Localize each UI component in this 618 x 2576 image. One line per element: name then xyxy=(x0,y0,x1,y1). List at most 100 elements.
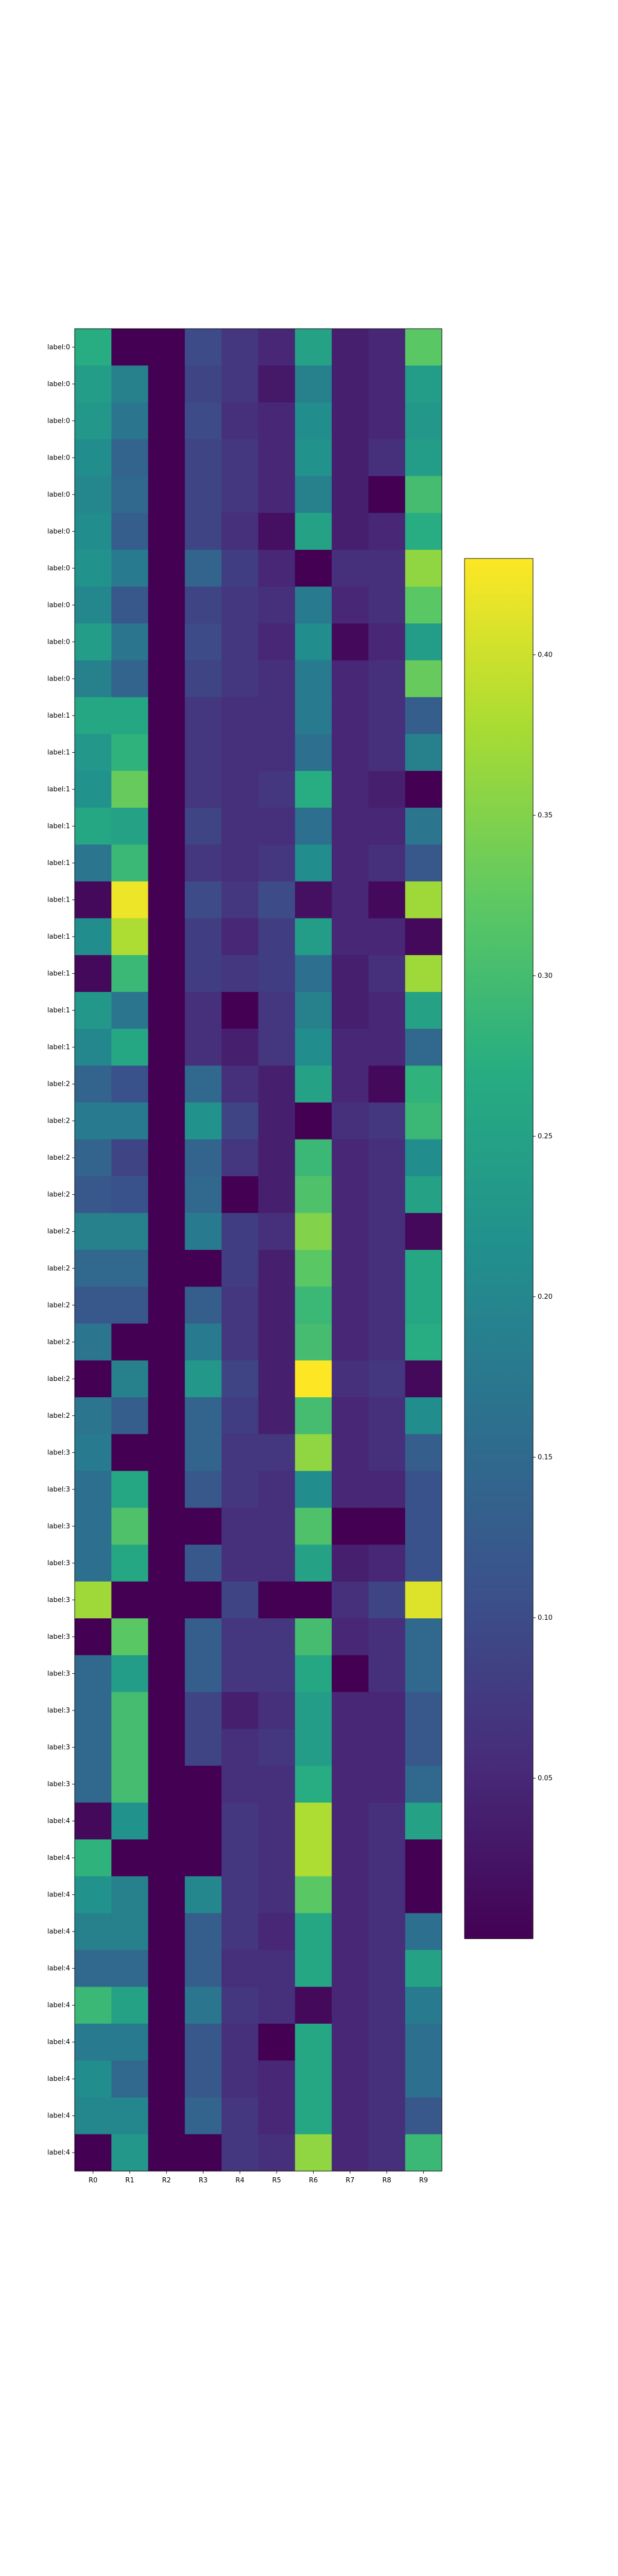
heatmap-cell xyxy=(258,1176,296,1214)
heatmap-cell xyxy=(148,1176,185,1214)
heatmap-cell xyxy=(405,2060,442,2098)
heatmap-cell xyxy=(148,1802,185,1840)
row-tick-label: label:4 xyxy=(47,1965,70,1973)
row-tick-label: label:4 xyxy=(47,2112,70,2120)
column-tick-label: R1 xyxy=(125,2177,134,2184)
heatmap-cell xyxy=(405,2097,442,2135)
heatmap-cell xyxy=(221,1324,259,1361)
heatmap-cell xyxy=(111,1434,149,1471)
heatmap-cell xyxy=(258,1397,296,1435)
heatmap-cell xyxy=(295,1545,332,1582)
heatmap-cell xyxy=(258,1324,296,1361)
heatmap-cell xyxy=(405,1766,442,1803)
heatmap-cell xyxy=(295,1839,332,1877)
heatmap-cell xyxy=(258,2134,296,2172)
heatmap-cell xyxy=(221,1987,259,2024)
row-tick-label: label:3 xyxy=(47,1560,70,1567)
heatmap-cell xyxy=(405,1065,442,1103)
heatmap-cell xyxy=(184,1545,222,1582)
heatmap-cell xyxy=(184,365,222,403)
heatmap-cell xyxy=(405,1987,442,2024)
heatmap-cell xyxy=(221,550,259,587)
heatmap-cell xyxy=(111,1176,149,1214)
row-tick-label: label:0 xyxy=(47,380,70,388)
heatmap-cell xyxy=(111,734,149,771)
heatmap-cell xyxy=(75,476,112,514)
heatmap-cell xyxy=(332,2060,369,2098)
heatmap-cell xyxy=(184,2023,222,2061)
heatmap-cell xyxy=(405,1802,442,1840)
heatmap-cell xyxy=(295,1102,332,1140)
heatmap-cell xyxy=(111,881,149,919)
colorbar-tick-label: 0.40 xyxy=(538,651,553,659)
heatmap-cell xyxy=(111,844,149,882)
heatmap-cell xyxy=(405,1324,442,1361)
row-tick-label: label:3 xyxy=(47,1781,70,1788)
heatmap-cell xyxy=(75,1766,112,1803)
heatmap-cell xyxy=(405,1728,442,1766)
heatmap-cell xyxy=(405,1655,442,1692)
heatmap-cell xyxy=(221,697,259,735)
heatmap-cell xyxy=(148,623,185,661)
heatmap-cell xyxy=(221,2023,259,2061)
heatmap-cell xyxy=(75,771,112,808)
heatmap-cell xyxy=(332,844,369,882)
colorbar-tick-label: 0.10 xyxy=(538,1614,553,1622)
heatmap-cell xyxy=(75,992,112,1029)
heatmap-cell xyxy=(184,2097,222,2135)
row-tick-label: label:1 xyxy=(47,1044,70,1052)
heatmap-cell xyxy=(184,807,222,845)
heatmap-cell xyxy=(368,1728,406,1766)
heatmap-cell xyxy=(111,1728,149,1766)
heatmap-cell xyxy=(332,1250,369,1287)
heatmap-cell xyxy=(332,1655,369,1692)
heatmap-cell xyxy=(368,734,406,771)
heatmap-cell xyxy=(258,1286,296,1324)
heatmap-cell xyxy=(258,586,296,624)
heatmap-cell xyxy=(221,1839,259,1877)
heatmap-cell xyxy=(111,1913,149,1951)
heatmap-cell xyxy=(332,1581,369,1619)
heatmap-cell xyxy=(148,1065,185,1103)
heatmap-cell xyxy=(258,1545,296,1582)
heatmap-cell xyxy=(295,1802,332,1840)
heatmap-cell xyxy=(221,1397,259,1435)
heatmap-cell xyxy=(75,1360,112,1398)
heatmap-cell xyxy=(148,1545,185,1582)
row-tick-label: label:0 xyxy=(47,565,70,572)
heatmap-cell xyxy=(221,1802,259,1840)
heatmap-cell xyxy=(148,476,185,514)
colorbar-tick-labels: 0.05 0.10 0.15 0.20 0.25 0.30 0.35 0.40 xyxy=(533,651,553,1782)
heatmap-cell xyxy=(184,2060,222,2098)
heatmap-cell xyxy=(184,660,222,698)
heatmap-cell xyxy=(295,365,332,403)
heatmap-cell xyxy=(221,1213,259,1250)
heatmap-cell xyxy=(368,1176,406,1214)
row-tick-label: label:2 xyxy=(47,1375,70,1383)
row-tick-label: label:0 xyxy=(47,491,70,499)
heatmap-cell xyxy=(184,1102,222,1140)
heatmap-cell xyxy=(221,1507,259,1545)
row-tick-label: label:1 xyxy=(47,970,70,978)
heatmap-cell xyxy=(258,734,296,771)
heatmap-cell xyxy=(295,881,332,919)
heatmap-cell xyxy=(75,1581,112,1619)
heatmap-cell xyxy=(405,660,442,698)
heatmap-cell xyxy=(368,1839,406,1877)
heatmap-cell xyxy=(258,1655,296,1692)
heatmap-cell xyxy=(405,918,442,956)
heatmap-cell xyxy=(111,1286,149,1324)
heatmap-cell xyxy=(368,918,406,956)
row-tick-label: label:2 xyxy=(47,1191,70,1199)
heatmap-cell xyxy=(368,586,406,624)
heatmap-cell xyxy=(111,771,149,808)
heatmap-cell xyxy=(405,1360,442,1398)
heatmap-cell xyxy=(184,1065,222,1103)
heatmap-cell xyxy=(258,1250,296,1287)
heatmap-cell xyxy=(368,1950,406,1987)
heatmap-cell xyxy=(405,881,442,919)
row-tick-label: label:1 xyxy=(47,896,70,904)
heatmap-cell xyxy=(75,1839,112,1877)
column-tick-label: R0 xyxy=(89,2177,97,2184)
heatmap-cell xyxy=(295,2023,332,2061)
